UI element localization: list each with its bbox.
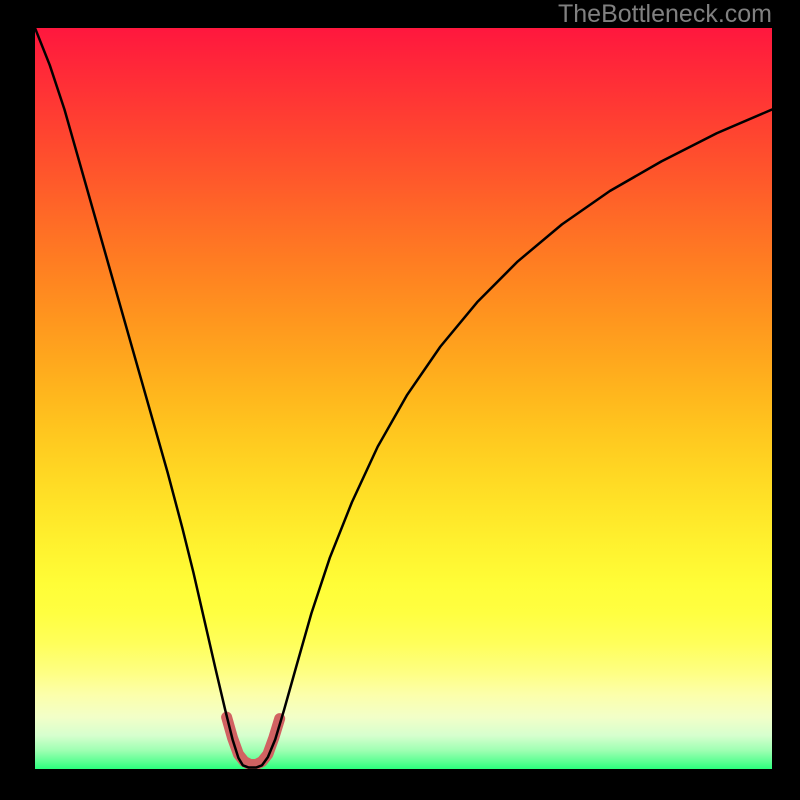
bottleneck-chart — [35, 28, 772, 769]
watermark-text: TheBottleneck.com — [558, 0, 772, 29]
